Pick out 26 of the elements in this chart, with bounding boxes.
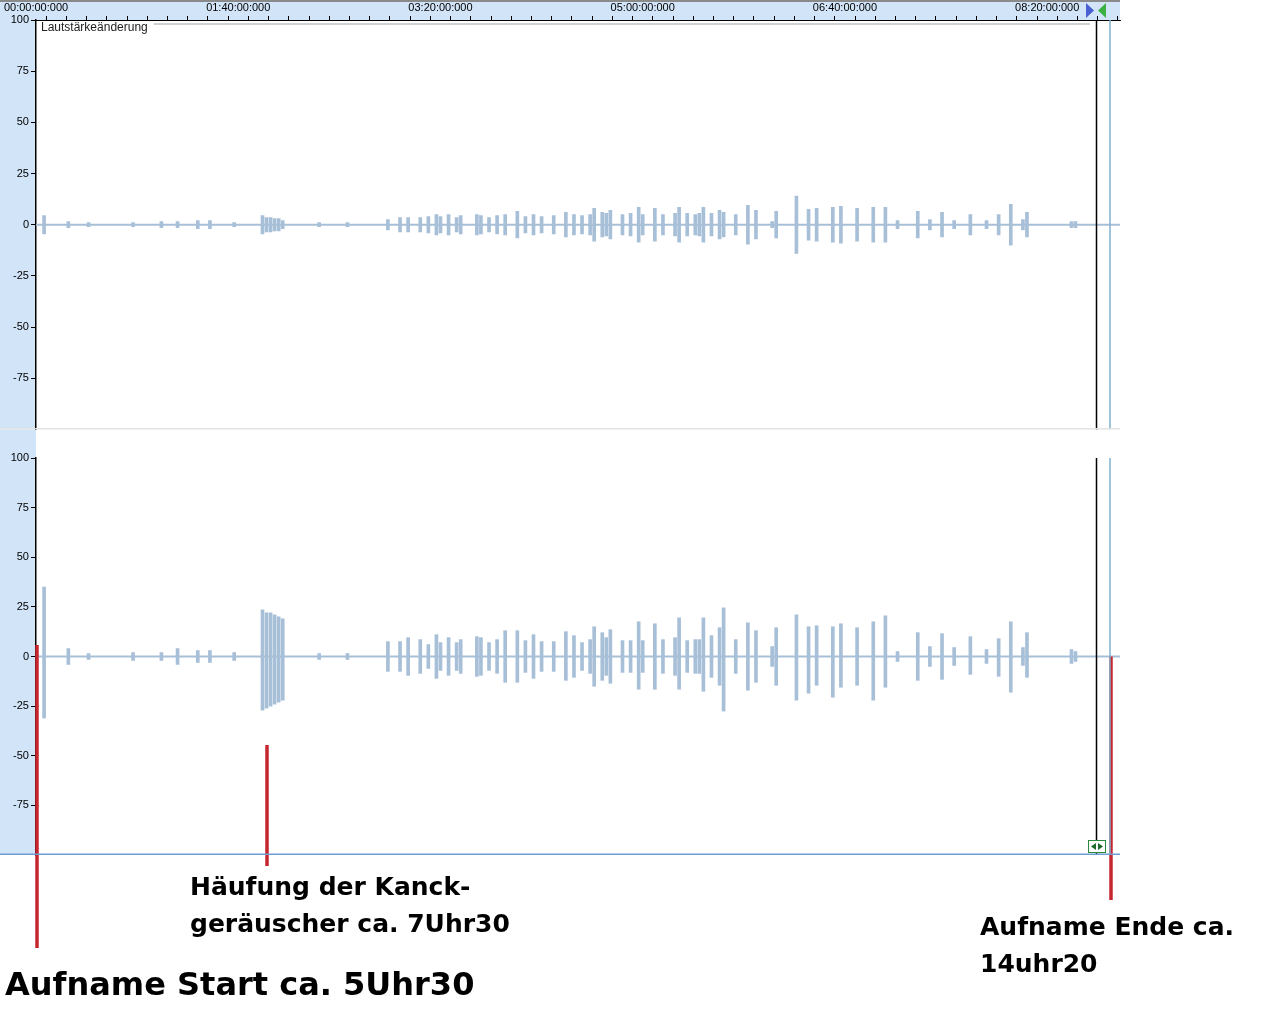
y-tick-label: -75 xyxy=(13,371,29,384)
y-tick-label: -25 xyxy=(13,268,29,281)
y-tick-label: 0 xyxy=(22,217,29,230)
y-tick-label: 75 xyxy=(16,64,29,77)
y-tick-label: 75 xyxy=(16,500,29,513)
y-tick-label: 0 xyxy=(22,649,29,662)
y-tick-label: 25 xyxy=(16,166,29,179)
y-tick-label: -25 xyxy=(13,699,29,712)
text: Aufname Start ca. 5Uhr30 xyxy=(5,965,475,1004)
y-tick-label: 25 xyxy=(16,599,29,612)
y-tick-label: 50 xyxy=(16,550,29,563)
y-tick-label: 100 xyxy=(10,451,29,464)
x-tick-label: 05:00:00:000 xyxy=(610,1,675,14)
x-tick-label: 06:40:00:000 xyxy=(812,1,878,14)
y-tick-label: -50 xyxy=(13,748,29,761)
x-tick-label: 08:20:00:000 xyxy=(1015,1,1080,14)
x-tick-label: 00:00:00:000 xyxy=(3,1,69,14)
y-tick-label: 50 xyxy=(16,115,29,128)
y-tick-label: 100 xyxy=(10,13,29,26)
y-tick-label: -50 xyxy=(13,320,29,333)
annotation: Aufname Ende ca. 14uhr20 xyxy=(980,911,1235,978)
x-tick-label: 03:20:00:000 xyxy=(408,1,473,14)
y-tick-label: -75 xyxy=(13,798,29,811)
ref-line-label: Lautstärkeänderung xyxy=(41,20,148,35)
x-tick-label: 01:40:00:000 xyxy=(206,1,271,14)
text: Häufung der Kanck-geräuscher ca. 7Uhr30 xyxy=(190,871,510,938)
